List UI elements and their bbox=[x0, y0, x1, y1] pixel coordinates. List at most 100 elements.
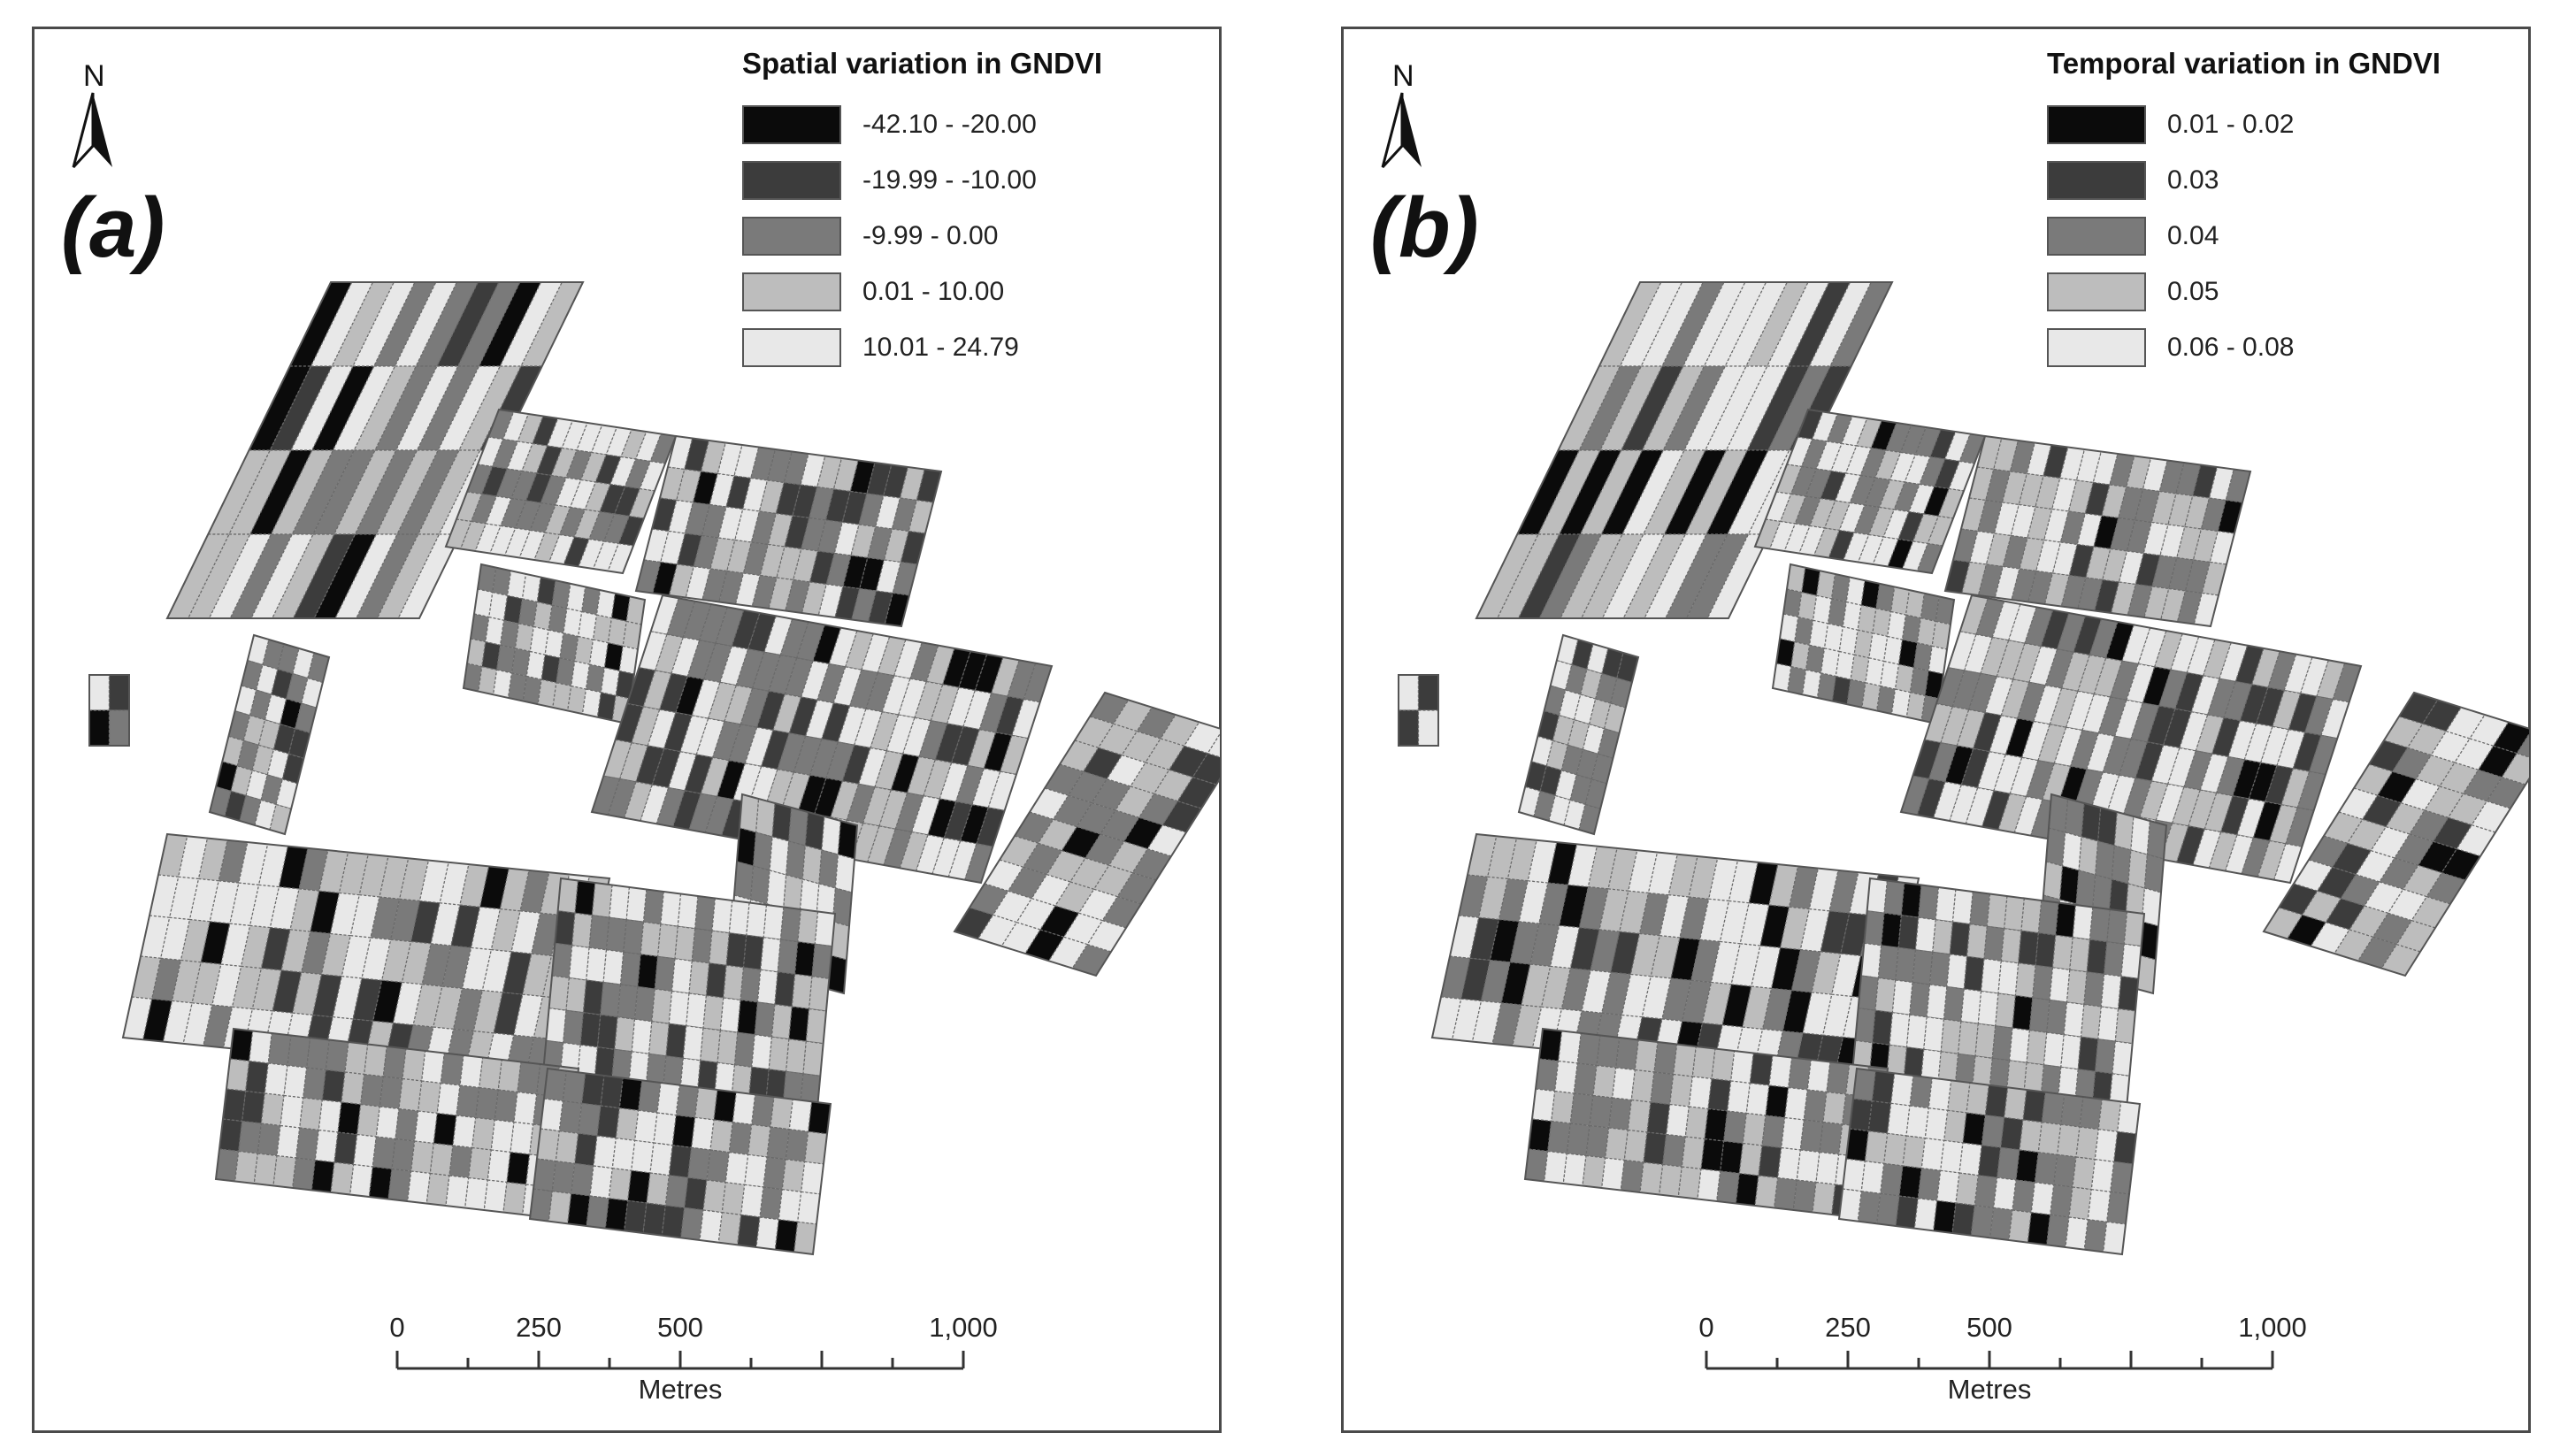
legend-label: -9.99 - 0.00 bbox=[862, 220, 999, 250]
field-parcel bbox=[1069, 857, 1110, 891]
field-parcel bbox=[2486, 776, 2526, 809]
field-parcel bbox=[1679, 896, 1710, 940]
field-parcel bbox=[1646, 1101, 1671, 1136]
field-parcel bbox=[292, 1157, 316, 1192]
field-parcel bbox=[312, 449, 376, 535]
field-parcel bbox=[2441, 847, 2481, 881]
field-parcel bbox=[677, 893, 699, 930]
field-parcel bbox=[1792, 1179, 1817, 1214]
field-parcel bbox=[253, 1153, 278, 1187]
field-parcel bbox=[2066, 969, 2088, 1006]
legend-label: 0.06 - 0.08 bbox=[2167, 332, 2295, 362]
field-block-outline bbox=[1753, 408, 1987, 575]
field-parcel bbox=[1627, 1099, 1652, 1133]
legend-label: 0.04 bbox=[2167, 220, 2219, 250]
field-block-outline bbox=[1398, 674, 1439, 747]
field-parcel bbox=[1115, 785, 1155, 819]
field-parcel bbox=[168, 876, 200, 921]
legend-swatch bbox=[742, 327, 841, 367]
field-parcel bbox=[1489, 918, 1520, 963]
field-parcel bbox=[456, 1084, 480, 1119]
field-parcel bbox=[1562, 1153, 1587, 1187]
legend-item: -19.99 - -10.00 bbox=[742, 152, 1102, 208]
field-block bbox=[1851, 877, 2146, 1110]
legend-swatch bbox=[2047, 104, 2146, 144]
field-parcel bbox=[412, 984, 443, 1028]
field-parcel bbox=[1468, 916, 1500, 962]
field-parcel bbox=[1146, 824, 1187, 857]
field-parcel bbox=[1727, 1080, 1751, 1115]
field-parcel bbox=[310, 365, 375, 451]
field-parcel bbox=[656, 923, 678, 960]
field-parcel bbox=[1761, 1115, 1786, 1149]
field-parcel bbox=[1730, 1050, 1754, 1084]
field-parcel bbox=[270, 449, 334, 535]
field-parcel bbox=[1872, 1009, 1894, 1046]
field-parcel bbox=[619, 951, 641, 988]
field-parcel bbox=[1417, 674, 1439, 711]
field-parcel bbox=[1815, 1151, 1840, 1185]
field-parcel bbox=[2000, 928, 2022, 964]
field-parcel bbox=[1806, 1059, 1831, 1093]
legend-item: 0.01 - 10.00 bbox=[742, 264, 1102, 319]
field-parcel bbox=[229, 533, 294, 619]
field-parcel bbox=[414, 1110, 438, 1145]
field-block-outline bbox=[165, 281, 585, 619]
field-parcel bbox=[1037, 818, 1078, 852]
field-parcel bbox=[1620, 365, 1684, 451]
field-parcel bbox=[372, 1136, 396, 1170]
field-parcel bbox=[1634, 1038, 1659, 1073]
field-parcel bbox=[1723, 1110, 1747, 1145]
field-parcel bbox=[2293, 859, 2334, 893]
field-parcel bbox=[283, 1064, 308, 1099]
field-parcel bbox=[231, 965, 263, 1010]
field-parcel bbox=[1669, 1073, 1693, 1107]
field-parcel bbox=[768, 1036, 790, 1072]
field-parcel bbox=[1551, 1090, 1575, 1124]
field-parcel bbox=[640, 921, 662, 957]
field-parcel bbox=[1615, 1037, 1639, 1071]
field-parcel bbox=[1758, 1145, 1782, 1179]
field-parcel bbox=[1022, 842, 1063, 876]
field-parcel bbox=[2026, 1030, 2048, 1066]
field-parcel bbox=[267, 1032, 292, 1067]
field-parcel bbox=[2061, 831, 2082, 871]
field-parcel bbox=[229, 882, 260, 927]
field-parcel bbox=[437, 365, 502, 451]
field-parcel bbox=[1928, 951, 1951, 988]
field-parcel bbox=[333, 1131, 358, 1166]
field-parcel bbox=[1054, 881, 1095, 915]
field-parcel bbox=[2058, 865, 2080, 905]
field-parcel bbox=[301, 931, 332, 976]
field-parcel bbox=[1659, 1163, 1682, 1198]
field-parcel bbox=[421, 943, 452, 987]
field-parcel bbox=[2286, 914, 2327, 947]
field-parcel bbox=[248, 365, 312, 451]
field-parcel bbox=[272, 969, 303, 1014]
field-parcel bbox=[969, 883, 1009, 916]
field-parcel bbox=[1509, 921, 1540, 965]
field-parcel bbox=[251, 967, 282, 1012]
field-parcel bbox=[2385, 801, 2426, 835]
legend-item: 0.03 bbox=[2047, 152, 2441, 208]
field-parcel bbox=[2331, 842, 2372, 876]
field-parcel bbox=[1062, 912, 1104, 946]
field-parcel bbox=[591, 882, 613, 918]
field-parcel bbox=[1681, 979, 1713, 1024]
field-parcel bbox=[430, 902, 461, 946]
field-parcel bbox=[1560, 533, 1623, 619]
field-parcel bbox=[1097, 723, 1138, 756]
field-block-outline bbox=[528, 1067, 832, 1256]
legend-item: 0.06 - 0.08 bbox=[2047, 319, 2441, 375]
field-block bbox=[1398, 674, 1439, 747]
field-parcel bbox=[1670, 937, 1701, 981]
legend-label: 0.01 - 0.02 bbox=[2167, 109, 2295, 139]
field-parcel bbox=[1516, 449, 1581, 535]
field-parcel bbox=[1891, 979, 1913, 1015]
field-parcel bbox=[1622, 533, 1687, 619]
field-parcel bbox=[1177, 776, 1217, 809]
field-parcel bbox=[2316, 866, 2357, 900]
field-parcel bbox=[433, 1112, 457, 1146]
field-parcel bbox=[249, 884, 280, 929]
field-block-outline bbox=[1943, 434, 2252, 628]
